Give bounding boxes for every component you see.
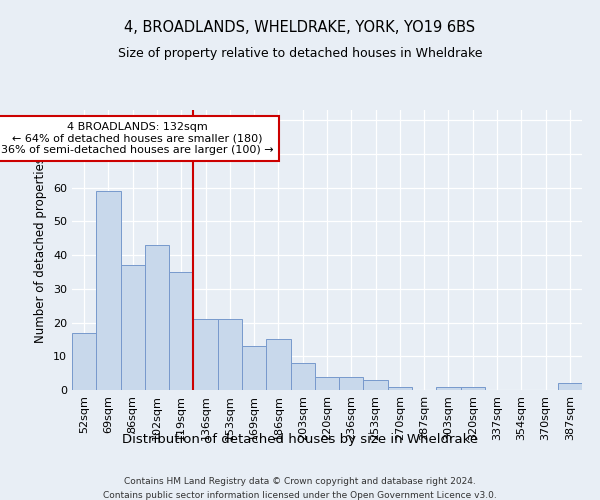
Bar xyxy=(364,380,388,390)
Bar xyxy=(218,319,242,390)
Text: Contains HM Land Registry data © Crown copyright and database right 2024.: Contains HM Land Registry data © Crown c… xyxy=(124,478,476,486)
Bar xyxy=(266,340,290,390)
Text: Distribution of detached houses by size in Wheldrake: Distribution of detached houses by size … xyxy=(122,432,478,446)
Bar xyxy=(96,191,121,390)
Bar xyxy=(72,332,96,390)
Bar xyxy=(436,386,461,390)
Text: 4 BROADLANDS: 132sqm
← 64% of detached houses are smaller (180)
36% of semi-deta: 4 BROADLANDS: 132sqm ← 64% of detached h… xyxy=(1,122,274,155)
Text: 4, BROADLANDS, WHELDRAKE, YORK, YO19 6BS: 4, BROADLANDS, WHELDRAKE, YORK, YO19 6BS xyxy=(124,20,476,35)
Bar xyxy=(339,376,364,390)
Bar xyxy=(145,245,169,390)
Bar xyxy=(290,363,315,390)
Bar xyxy=(388,386,412,390)
Bar xyxy=(315,376,339,390)
Bar xyxy=(169,272,193,390)
Y-axis label: Number of detached properties: Number of detached properties xyxy=(34,157,47,343)
Text: Size of property relative to detached houses in Wheldrake: Size of property relative to detached ho… xyxy=(118,48,482,60)
Bar xyxy=(193,319,218,390)
Bar xyxy=(461,386,485,390)
Bar xyxy=(242,346,266,390)
Bar xyxy=(558,384,582,390)
Bar xyxy=(121,265,145,390)
Text: Contains public sector information licensed under the Open Government Licence v3: Contains public sector information licen… xyxy=(103,491,497,500)
